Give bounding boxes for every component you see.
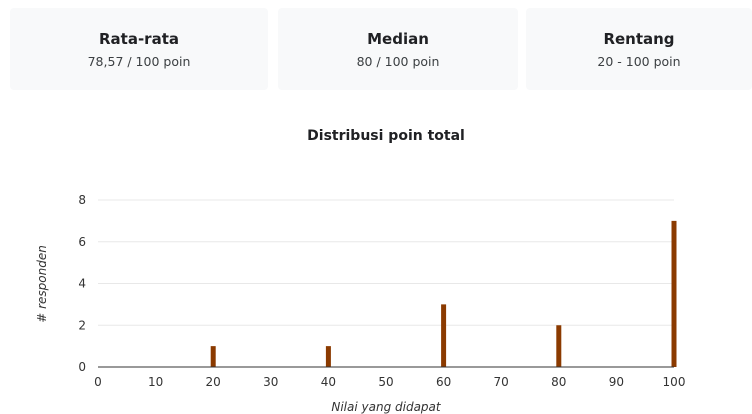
x-tick-label: 0 [94, 375, 102, 389]
x-tick-label: 10 [148, 375, 163, 389]
y-axis-ticks: 0 2 4 6 8 [78, 193, 86, 374]
y-tick-label: 4 [78, 277, 86, 291]
x-tick-label: 40 [321, 375, 336, 389]
summary-stats: Rata-rata 78,57 / 100 poin Median 80 / 1… [10, 8, 752, 90]
x-tick-label: 50 [378, 375, 393, 389]
bar [325, 346, 331, 367]
stat-card-range: Rentang 20 - 100 poin [526, 8, 752, 90]
chart-bars [210, 220, 677, 367]
stat-label-median: Median [367, 30, 429, 48]
stat-card-mean: Rata-rata 78,57 / 100 poin [10, 8, 268, 90]
y-tick-label: 6 [78, 235, 86, 249]
stat-label-mean: Rata-rata [98, 30, 179, 48]
bar [556, 325, 562, 367]
stat-value-median: 80 / 100 poin [356, 54, 440, 69]
x-axis-ticks: 0 10 20 30 40 50 60 70 80 90 100 [94, 375, 685, 389]
y-axis-title: # responden [35, 245, 49, 323]
y-tick-label: 8 [78, 193, 86, 207]
stat-value-range: 20 - 100 poin [597, 54, 681, 69]
x-tick-label: 20 [206, 375, 221, 389]
y-tick-label: 2 [78, 318, 86, 332]
bar [671, 220, 677, 367]
y-tick-label: 0 [78, 360, 86, 374]
x-axis-title: Nilai yang didapat [331, 400, 442, 414]
x-tick-label: 100 [663, 375, 686, 389]
bar [441, 304, 447, 367]
stat-label-range: Rentang [603, 30, 675, 48]
x-tick-label: 30 [263, 375, 278, 389]
x-tick-label: 90 [609, 375, 624, 389]
chart-grid [98, 199, 674, 326]
x-tick-label: 70 [494, 375, 509, 389]
chart-title: Distribusi poin total [307, 128, 465, 144]
stat-value-mean: 78,57 / 100 poin [87, 54, 191, 69]
bar [210, 346, 216, 367]
x-tick-label: 80 [551, 375, 566, 389]
x-tick-label: 60 [436, 375, 451, 389]
stat-card-median: Median 80 / 100 poin [278, 8, 518, 90]
